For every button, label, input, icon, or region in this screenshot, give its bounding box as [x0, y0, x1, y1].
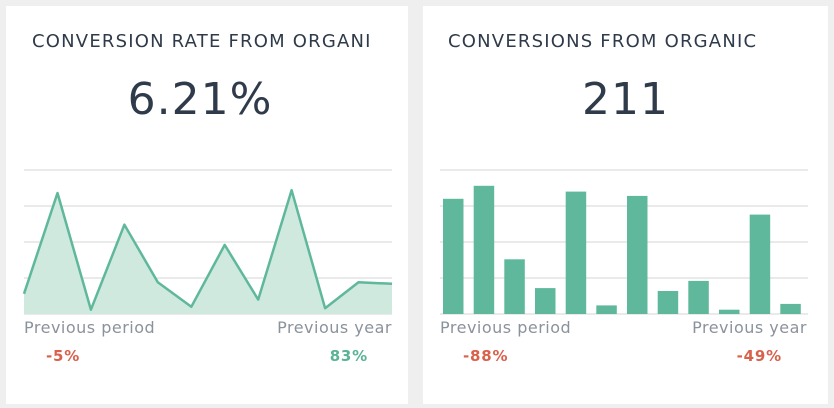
previous-year-change: -49%	[736, 347, 782, 365]
bar	[780, 303, 801, 314]
bar	[504, 259, 525, 314]
previous-year-label: Previous year	[277, 318, 392, 337]
previous-year-change: 83%	[329, 347, 368, 365]
bar	[749, 214, 771, 314]
bar	[657, 291, 679, 314]
previous-period-label: Previous period	[24, 318, 156, 337]
bar	[719, 309, 740, 314]
previous-year-label: Previous year	[692, 318, 807, 337]
card-title: CONVERSIONS FROM ORGANIC	[448, 31, 758, 52]
previous-period-change: -88%	[463, 347, 509, 365]
bar	[596, 305, 617, 314]
bar	[535, 288, 556, 314]
previous-period-label: Previous period	[440, 318, 572, 337]
bar	[473, 185, 495, 314]
bar	[627, 195, 648, 314]
bar	[443, 198, 464, 314]
kpi-value: 6.21%	[127, 74, 273, 125]
series-area	[24, 190, 392, 314]
bar-chart	[440, 169, 808, 315]
area-chart	[22, 169, 393, 315]
conversions-card: CONVERSIONS FROM ORGANIC 211 Previous pe…	[423, 6, 828, 404]
series-line	[22, 188, 393, 311]
bar	[688, 280, 709, 314]
conversion-rate-card: CONVERSION RATE FROM ORGANI 6.21% Previo…	[6, 6, 408, 404]
previous-period-change: -5%	[46, 347, 81, 365]
bar	[565, 191, 587, 314]
card-title: CONVERSION RATE FROM ORGANI	[32, 31, 372, 52]
kpi-value: 211	[582, 74, 669, 125]
